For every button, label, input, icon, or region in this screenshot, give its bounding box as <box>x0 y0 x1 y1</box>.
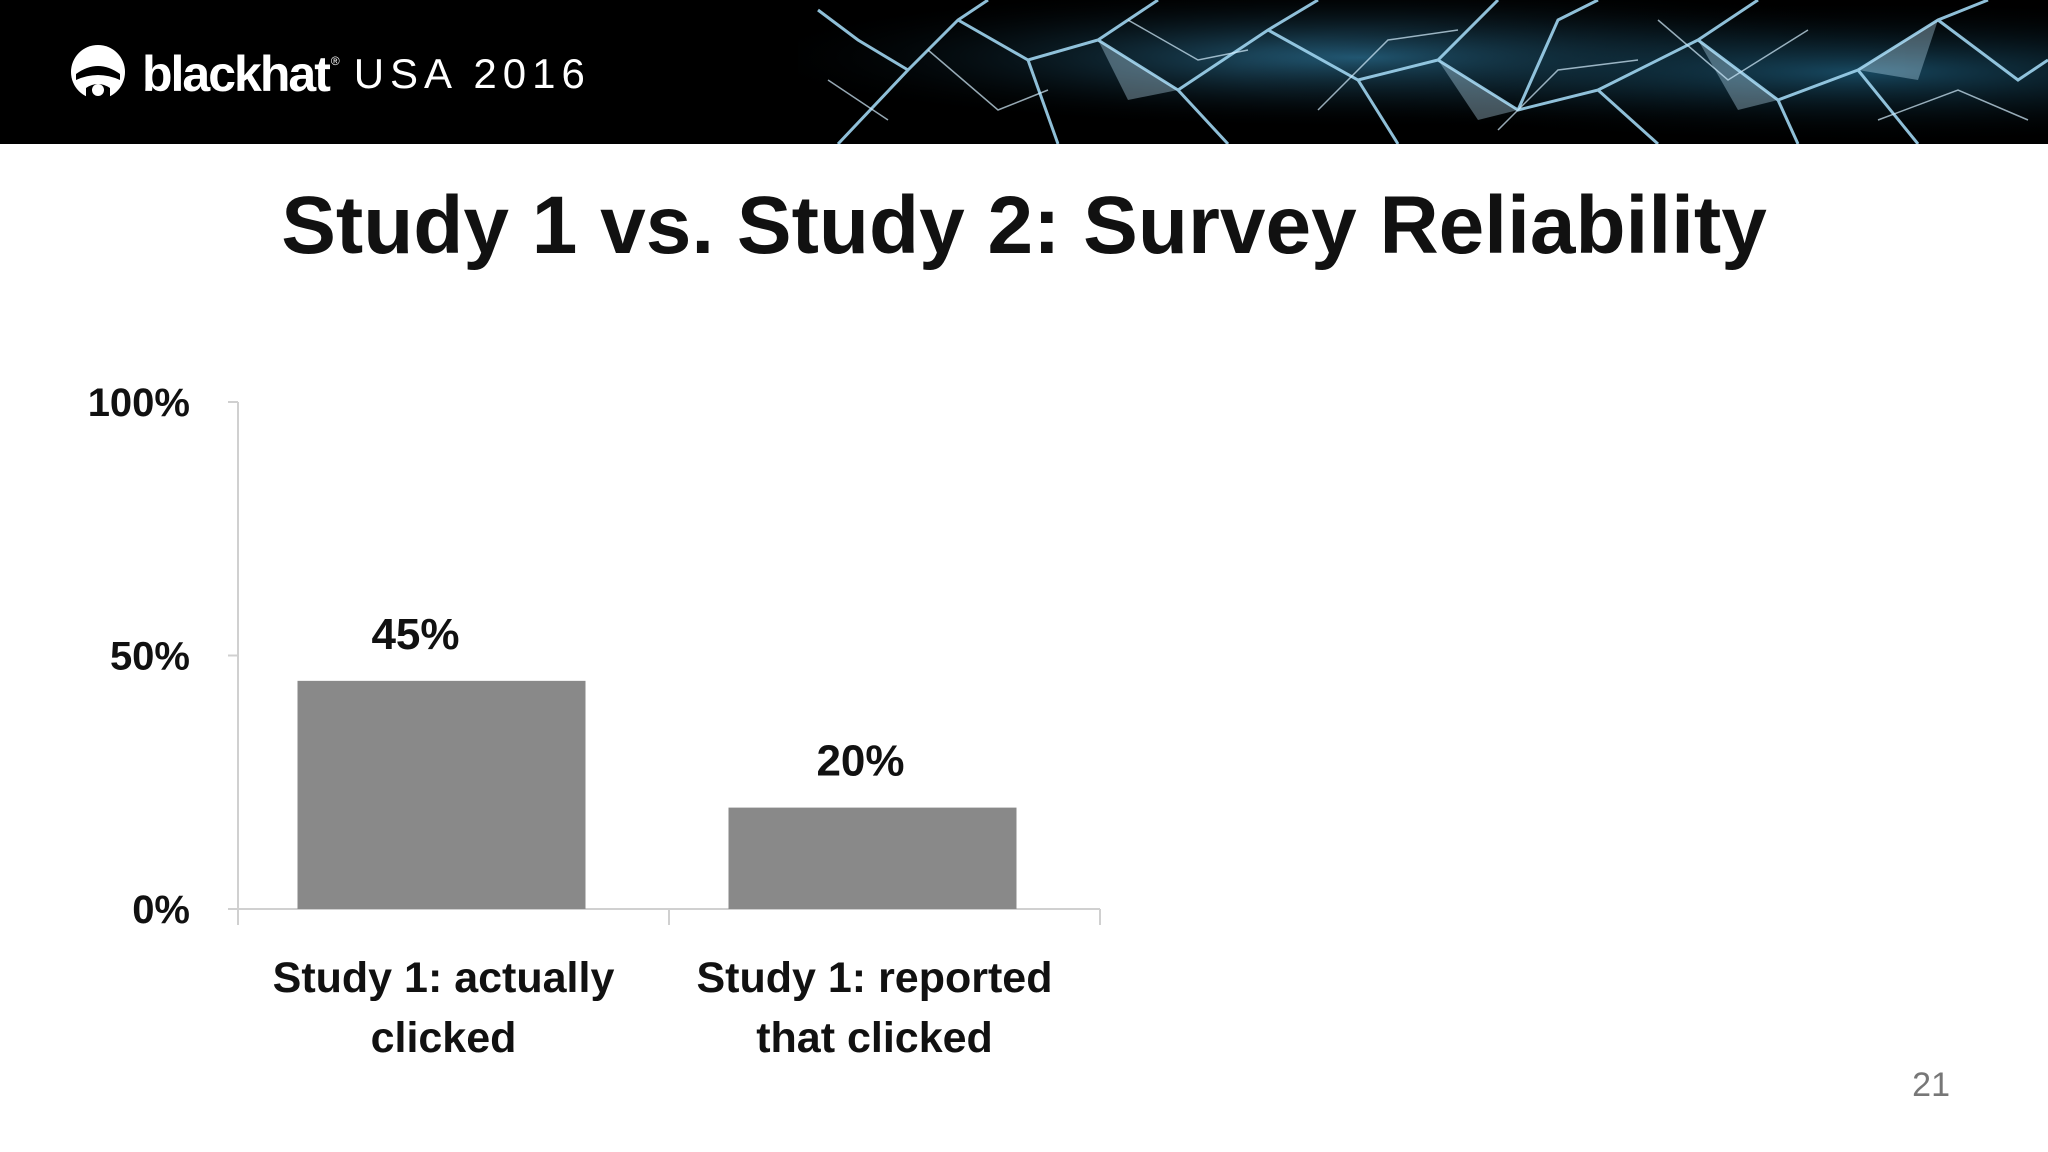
blackhat-hat-logo-icon <box>71 45 125 102</box>
data-label: 45% <box>371 610 459 659</box>
shattered-glass-art <box>798 0 2048 144</box>
brand-name: blackhat <box>142 46 331 102</box>
slide-title: Study 1 vs. Study 2: Survey Reliability <box>281 180 1767 271</box>
page-number: 21 <box>1912 1066 1950 1104</box>
y-tick-label: 0% <box>132 888 190 932</box>
bar <box>728 807 1017 909</box>
x-tick-label: Study 1: reported <box>697 954 1053 1002</box>
brand-lockup: blackhat ® USA 2016 <box>66 44 591 104</box>
brand-event: USA 2016 <box>353 50 591 97</box>
data-label: 20% <box>816 737 904 786</box>
y-tick-label: 50% <box>110 635 190 679</box>
x-tick-label: Study 1: actually <box>273 954 615 1002</box>
x-tick-label: clicked <box>371 1014 517 1062</box>
bar <box>297 680 586 909</box>
brand-registered-mark: ® <box>330 54 340 68</box>
slide-header: blackhat ® USA 2016 <box>0 0 2048 144</box>
y-tick-label: 100% <box>88 381 190 425</box>
x-tick-label: that clicked <box>756 1014 993 1062</box>
